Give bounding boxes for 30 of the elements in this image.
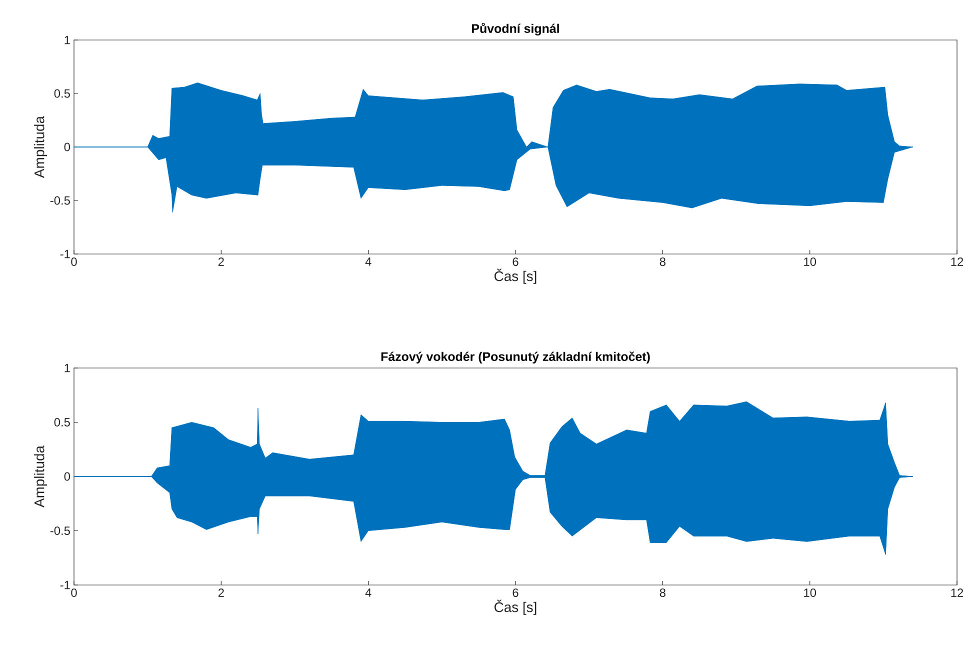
x-tick-label: 8 [660, 588, 666, 597]
x-tick-label: 12 [951, 258, 964, 266]
y-tick-label: 0.5 [54, 418, 70, 426]
y-tick-label: 0.5 [54, 89, 70, 98]
x-tick-label: 6 [512, 258, 518, 266]
chart-title: Původní signál [472, 22, 559, 36]
x-tick-label: 8 [660, 258, 666, 266]
x-tick-label: 2 [218, 258, 224, 266]
y-tick-label: -0.5 [50, 196, 70, 205]
x-tick-label: 0 [71, 588, 77, 597]
x-tick-label: 12 [951, 588, 964, 597]
y-tick-label: -0.5 [50, 526, 70, 535]
x-tick-label: 10 [804, 258, 816, 266]
x-tick-label: 10 [804, 588, 816, 597]
y-tick-label: 0 [64, 472, 70, 481]
y-tick-label: 1 [64, 36, 70, 44]
y-axis-title: Amplituda [34, 445, 48, 508]
y-tick-label: 1 [64, 364, 70, 372]
x-tick-label: 6 [512, 588, 518, 597]
y-axis-title: Amplituda [34, 116, 48, 178]
y-tick-label: -1 [60, 580, 70, 590]
y-tick-label: 0 [64, 142, 70, 152]
x-tick-label: 4 [365, 258, 372, 266]
y-tick-label: -1 [60, 250, 70, 258]
x-tick-label: 0 [71, 258, 77, 266]
x-tick-label: 2 [218, 588, 224, 597]
x-tick-label: 4 [365, 588, 372, 597]
x-axis-title: Čas [s] [494, 600, 536, 615]
chart-title: Fázový vokodér (Posunutý základní kmitočet) [381, 352, 650, 364]
x-axis-title: Čas [s] [494, 268, 536, 284]
